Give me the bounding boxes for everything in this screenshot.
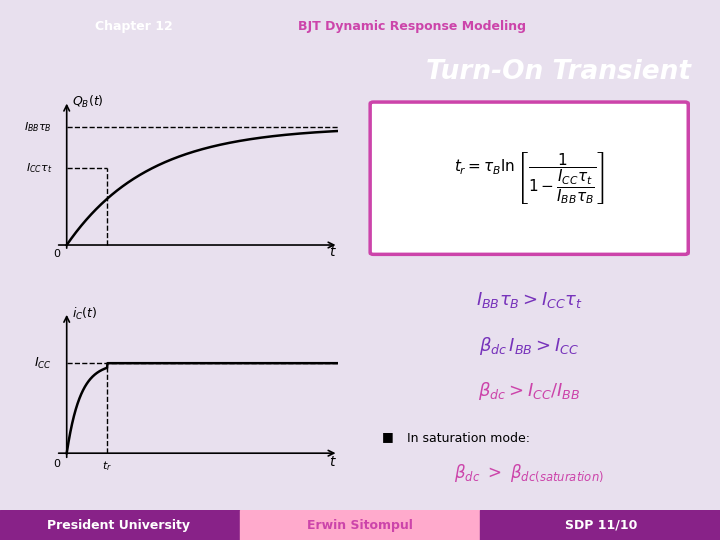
Bar bbox=[240, 510, 480, 540]
Text: Erwin Sitompul: Erwin Sitompul bbox=[307, 518, 413, 532]
Text: $I_{BB}\tau_B$: $I_{BB}\tau_B$ bbox=[24, 120, 52, 134]
Text: SDP 11/10: SDP 11/10 bbox=[565, 518, 637, 532]
Text: $I_{CC}$: $I_{CC}$ bbox=[34, 356, 52, 371]
Text: Turn-On Transient: Turn-On Transient bbox=[426, 59, 691, 85]
Text: $i_C(t)$: $i_C(t)$ bbox=[72, 306, 98, 322]
Text: $\beta_{dc}\,I_{BB} > I_{CC}$: $\beta_{dc}\,I_{BB} > I_{CC}$ bbox=[480, 335, 579, 356]
Text: $I_{CC}\tau_t$: $I_{CC}\tau_t$ bbox=[26, 161, 52, 175]
Text: BJT Dynamic Response Modeling: BJT Dynamic Response Modeling bbox=[298, 19, 526, 32]
Text: $\blacksquare$: $\blacksquare$ bbox=[381, 431, 393, 446]
Text: President University: President University bbox=[48, 518, 190, 532]
Text: $t$: $t$ bbox=[329, 455, 337, 469]
Text: $Q_B(t)$: $Q_B(t)$ bbox=[72, 93, 104, 110]
Text: $t_r$: $t_r$ bbox=[102, 459, 112, 472]
Bar bbox=[0, 510, 240, 540]
Text: $\beta_{dc} > I_{CC}/I_{BB}$: $\beta_{dc} > I_{CC}/I_{BB}$ bbox=[478, 380, 580, 402]
Text: Chapter 12: Chapter 12 bbox=[95, 19, 173, 32]
Bar bbox=[480, 510, 720, 540]
Text: In saturation mode:: In saturation mode: bbox=[408, 432, 531, 445]
Text: $0$: $0$ bbox=[53, 457, 61, 469]
Text: $\beta_{dc}\ >\ \beta_{dc(saturation)}$: $\beta_{dc}\ >\ \beta_{dc(saturation)}$ bbox=[454, 462, 604, 484]
Text: $t$: $t$ bbox=[329, 245, 337, 259]
FancyBboxPatch shape bbox=[370, 102, 688, 254]
Text: $t_r = \tau_B \ln \left[ \dfrac{1}{1 - \dfrac{I_{CC}\tau_t}{I_{BB}\tau_B}} \righ: $t_r = \tau_B \ln \left[ \dfrac{1}{1 - \… bbox=[454, 150, 605, 206]
Text: $I_{BB}\tau_B > I_{CC}\tau_t$: $I_{BB}\tau_B > I_{CC}\tau_t$ bbox=[476, 290, 582, 310]
Text: $0$: $0$ bbox=[53, 247, 61, 259]
